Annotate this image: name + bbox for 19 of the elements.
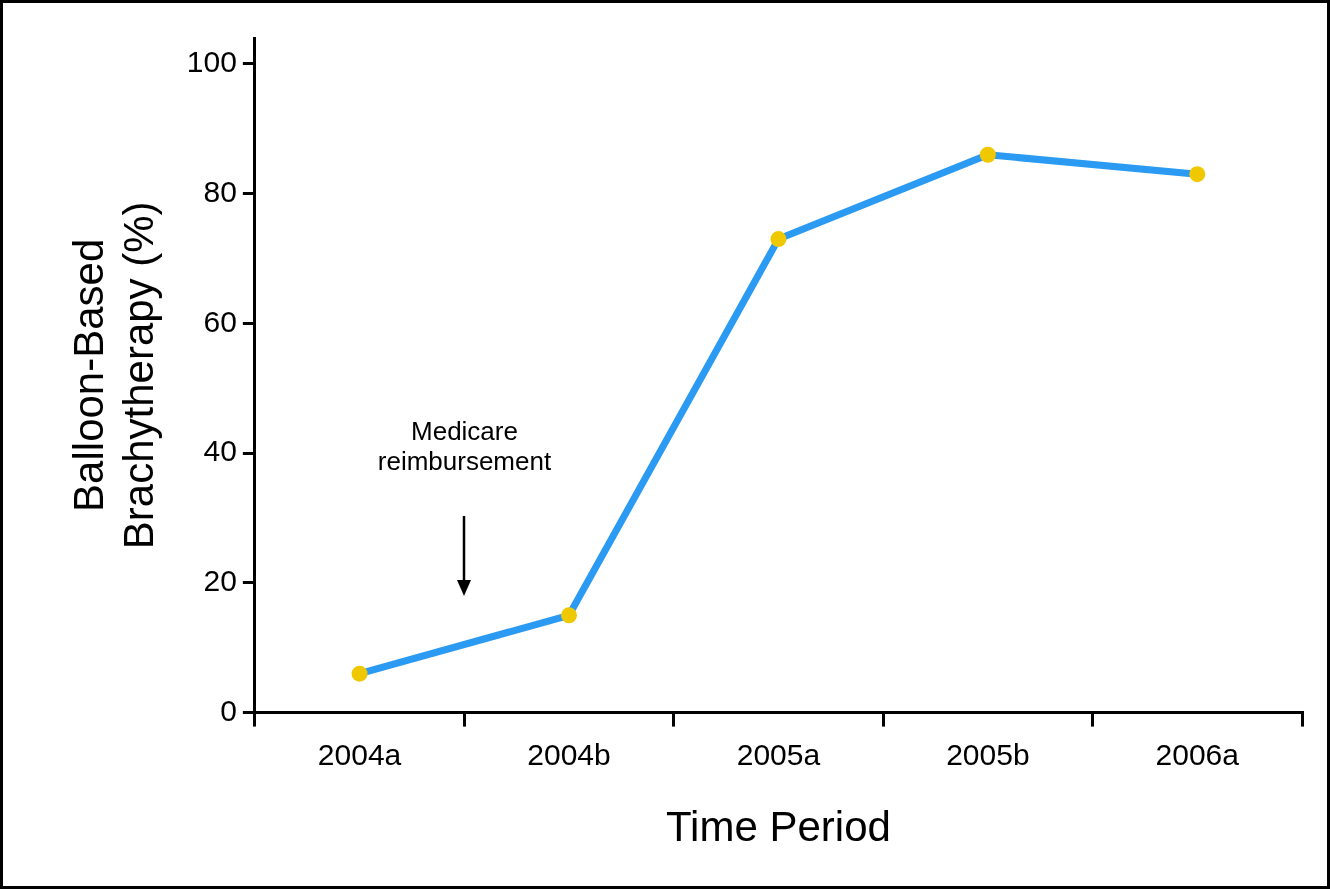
y-tick-label: 40 [203, 434, 237, 468]
y-tick-label: 60 [203, 304, 237, 338]
y-tick-label: 20 [203, 564, 237, 598]
point [351, 665, 368, 682]
point [1189, 166, 1206, 183]
x-tick-label: 2004b [527, 737, 611, 771]
point [561, 607, 577, 624]
y-axis-title: Balloon-Based Brachytherapy (%) [64, 201, 163, 550]
point [770, 231, 787, 248]
x-axis-title: Time Period [666, 803, 891, 851]
x-tick-label: 2005b [946, 737, 1030, 771]
y-tick-label: 80 [203, 174, 237, 208]
x-tick-label: 2006a [1155, 737, 1240, 771]
point [979, 146, 996, 163]
y-tick-label: 100 [186, 45, 237, 79]
annotation: Medicare reimbursement [377, 415, 552, 476]
y-tick-label: 0 [220, 693, 237, 727]
x-tick-label: 2004a [317, 737, 402, 771]
x-tick-label: 2005a [736, 737, 821, 771]
